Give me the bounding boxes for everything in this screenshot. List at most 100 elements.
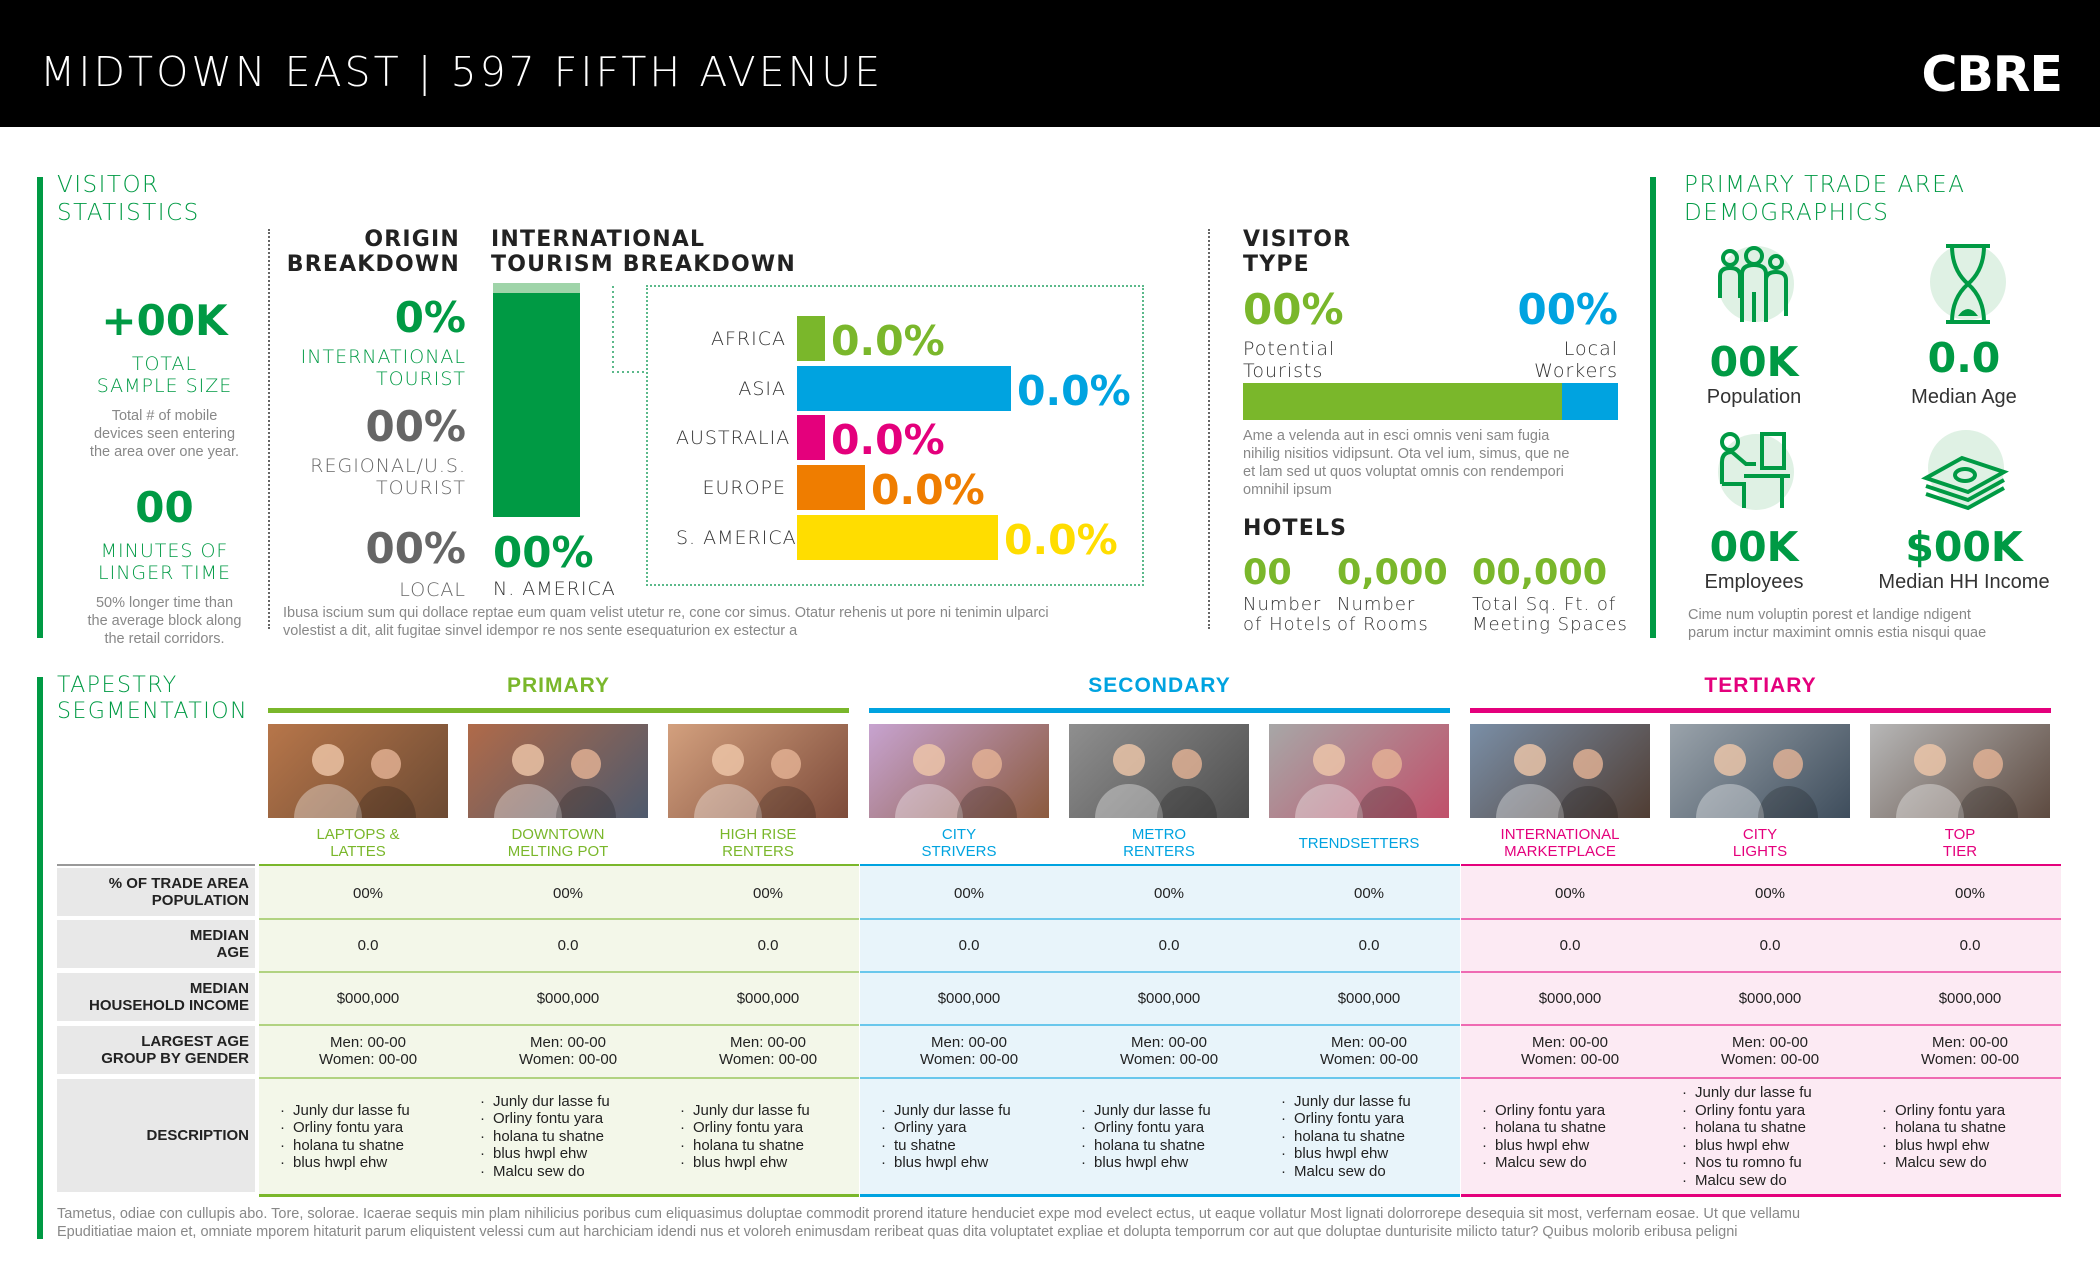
segment-cell-age-group: Men: 00-00 Women: 00-00	[318, 1034, 418, 1068]
row-label: MEDIAN HOUSEHOLD INCOME	[57, 973, 255, 1021]
description-item: blus hwpl ehw	[1682, 1137, 1812, 1155]
segment-cell-pct: 00%	[1554, 884, 1586, 902]
description-item: blus hwpl ehw	[1081, 1154, 1211, 1172]
money-stack-icon	[1920, 428, 2010, 512]
description-item: blus hwpl ehw	[881, 1154, 1011, 1172]
segment-cell-age: 0.0	[757, 936, 779, 954]
row-label: DESCRIPTION	[57, 1079, 255, 1192]
description-item: holana tu shatne	[1682, 1119, 1812, 1137]
tourism-bar-value: 0.0%	[1004, 516, 1118, 564]
segment-cell-age: 0.0	[1759, 936, 1781, 954]
row-divider	[1461, 1024, 2061, 1026]
international-tourism-title: INTERNATIONAL TOURISM BREAKDOWN	[491, 227, 796, 277]
international-tourist-stat: 0% INTERNATIONAL TOURIST	[300, 293, 466, 390]
description-item: Orliny fontu yara	[280, 1119, 410, 1137]
tourism-bar-label: AUSTRALIA	[676, 427, 791, 449]
people-icon	[1714, 242, 1794, 326]
segment-cell-pct: 00%	[1353, 884, 1385, 902]
segment-cell-income: $000,000	[1137, 989, 1201, 1007]
segment-name: HIGH RISE RENTERS	[719, 826, 797, 860]
row-divider	[259, 971, 859, 973]
segment-cell-age: 0.0	[1959, 936, 1981, 954]
segment-group-bottom-rule	[1461, 1194, 2061, 1197]
description-item: holana tu shatne	[480, 1128, 610, 1146]
tourism-note: Ibusa iscium sum qui dollace reptae eum …	[283, 605, 1049, 639]
employees-stat: 00K Employees	[1704, 523, 1804, 593]
segment-cell-age-group: Men: 00-00 Women: 00-00	[1119, 1034, 1219, 1068]
segment-cell-pct: 00%	[352, 884, 384, 902]
hotels-count-stat: 00 Number of Hotels	[1243, 553, 1333, 635]
segment-group-bottom-rule	[259, 1194, 859, 1197]
segment-group-rule	[869, 708, 1450, 713]
segment-group-bottom-rule	[860, 1194, 1460, 1197]
description-item: Malcu sew do	[480, 1163, 610, 1181]
segment-photo	[268, 724, 448, 818]
description-item: Junly dur lasse fu	[1682, 1084, 1812, 1102]
segment-description: Orliny fontu yaraholana tu shatneblus hw…	[1470, 1079, 1670, 1194]
description-item: holana tu shatne	[1281, 1128, 1411, 1146]
segment-cell-pct: 00%	[552, 884, 584, 902]
tourism-bar	[797, 465, 865, 510]
description-item: holana tu shatne	[1882, 1119, 2006, 1137]
row-label-top-rule	[57, 864, 255, 866]
section-accent-bar	[37, 677, 43, 1239]
section-accent-bar	[1650, 177, 1656, 638]
segment-description: Junly dur lasse fuOrliny fontu yaraholan…	[268, 1079, 468, 1194]
segment-photo	[1870, 724, 2050, 818]
meeting-space-stat: 00,000 Total Sq. Ft. of Meeting Spaces	[1472, 553, 1628, 635]
segment-description: Junly dur lasse fuOrliny yaratu shatnebl…	[869, 1079, 1069, 1194]
local-stat: 00% LOCAL	[365, 524, 466, 601]
tourism-bar-value: 0.0%	[871, 466, 985, 514]
segment-cell-pct: 00%	[752, 884, 784, 902]
segment-cell-pct: 00%	[1754, 884, 1786, 902]
segment-description: Junly dur lasse fuOrliny fontu yaraholan…	[668, 1079, 868, 1194]
segment-name: TRENDSETTERS	[1298, 835, 1420, 852]
segment-name: DOWNTOWN MELTING POT	[507, 826, 609, 860]
segment-description: Junly dur lasse fuOrliny fontu yaraholan…	[1069, 1079, 1269, 1194]
segment-group-title: PRIMARY	[506, 674, 611, 697]
row-divider	[1461, 971, 2061, 973]
description-item: Malcu sew do	[1682, 1172, 1812, 1190]
segment-cell-age-group: Men: 00-00 Women: 00-00	[1520, 1034, 1620, 1068]
segment-cell-income: $000,000	[1538, 989, 1602, 1007]
row-divider	[860, 1024, 1460, 1026]
tourism-bar	[797, 515, 998, 560]
regional-tourist-stat: 00% REGIONAL/U.S. TOURIST	[310, 402, 466, 499]
sample-size-block: +00K TOTAL SAMPLE SIZE Total # of mobile…	[57, 296, 272, 461]
segment-photo	[869, 724, 1049, 818]
segment-cell-income: $000,000	[536, 989, 600, 1007]
segment-description: Junly dur lasse fuOrliny fontu yaraholan…	[468, 1079, 668, 1194]
segment-description: Junly dur lasse fuOrliny fontu yaraholan…	[1670, 1079, 1870, 1194]
north-america-value: 00%	[493, 528, 594, 577]
segment-photo	[1269, 724, 1449, 818]
footer-note: Tametus, odiae con cullupis abo. Tore, s…	[57, 1206, 1801, 1240]
tourism-breakdown-box	[646, 285, 1144, 586]
segment-cell-age: 0.0	[1358, 936, 1380, 954]
demographics-note: Cime num voluptin porest et landige ndig…	[1688, 607, 1987, 641]
row-divider	[259, 1024, 859, 1026]
segment-group-rule	[1470, 708, 2051, 713]
visitor-type-title: VISITOR TYPE	[1243, 227, 1352, 277]
linger-time-value: 00	[135, 483, 194, 532]
linger-time-block: 00 MINUTES OF LINGER TIME 50% longer tim…	[57, 483, 272, 648]
description-item: Nos tu romno fu	[1682, 1154, 1812, 1172]
segment-photo	[468, 724, 648, 818]
north-america-bar	[493, 293, 580, 517]
segment-cell-income: $000,000	[937, 989, 1001, 1007]
description-item: Orliny yara	[881, 1119, 1011, 1137]
tourism-bar-label: AFRICA	[711, 328, 786, 350]
rooms-count-stat: 0,000 Number of Rooms	[1337, 553, 1448, 635]
local-workers-stat: 00% Local Workers	[1517, 285, 1618, 382]
tapestry-title: TAPESTRY SEGMENTATION	[57, 673, 249, 724]
segment-cell-age: 0.0	[557, 936, 579, 954]
segment-group-title: TERTIARY	[1704, 674, 1817, 697]
description-item: Orliny fontu yara	[1682, 1102, 1812, 1120]
description-item: holana tu shatne	[280, 1137, 410, 1155]
description-item: Orliny fontu yara	[480, 1110, 610, 1128]
demographics-title: PRIMARY TRADE AREA DEMOGRAPHICS	[1684, 172, 1966, 226]
description-item: tu shatne	[881, 1137, 1011, 1155]
segment-cell-age-group: Men: 00-00 Women: 00-00	[518, 1034, 618, 1068]
description-item: blus hwpl ehw	[1281, 1145, 1411, 1163]
description-item: Orliny fontu yara	[1081, 1119, 1211, 1137]
divider	[268, 229, 270, 629]
